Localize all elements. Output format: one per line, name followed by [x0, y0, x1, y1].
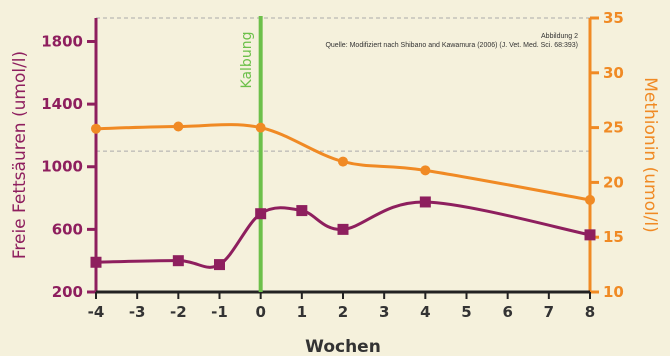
x-tick-label-6: 6: [502, 303, 512, 321]
y-right-tick-label-15: 15: [603, 228, 624, 246]
y-right-tick-label-25: 25: [603, 119, 624, 137]
point-ffa-x0: [255, 208, 267, 220]
x-tick-label-3: 3: [379, 303, 389, 321]
x-tick-label-0: 0: [255, 303, 265, 321]
reference-lines: [96, 17, 590, 152]
point-ffa-x4: [419, 196, 431, 208]
event-label: Kalbung: [239, 32, 255, 89]
x-tick-label--1: -1: [211, 303, 228, 321]
x-tick-label-2: 2: [338, 303, 348, 321]
point-methionin-x-4: [91, 123, 101, 134]
point-methionin-x0: [255, 122, 266, 133]
series: [90, 121, 596, 271]
point-methionin-x8: [585, 194, 595, 205]
point-methionin-x-2: [173, 121, 184, 132]
x-tick-label-4: 4: [420, 303, 430, 321]
y-left-tick-label-1000: 1000: [41, 158, 83, 176]
point-methionin-x2: [338, 156, 348, 167]
y-right-tick-label-30: 30: [603, 64, 624, 82]
y-right-axis-title: Methionin (umol/l): [640, 77, 660, 233]
point-ffa-x8: [584, 229, 596, 241]
y-left-tick-label-1400: 1400: [41, 95, 83, 113]
point-ffa-x-2: [172, 255, 184, 267]
point-ffa-x-4: [90, 256, 102, 268]
point-ffa-x2: [337, 223, 349, 235]
y-left-tick-label-200: 200: [52, 283, 83, 301]
x-tick-label--3: -3: [129, 303, 146, 321]
x-tick-label-7: 7: [544, 303, 554, 321]
y-left-tick-label-600: 600: [52, 220, 83, 238]
annotation-line-2: Quelle: Modifiziert nach Shibano and Kaw…: [325, 42, 578, 49]
x-axis-title: Wochen: [305, 337, 381, 356]
y-left-axis-title: Freie Fettsäuren (umol/l): [10, 51, 30, 259]
labels: Abbildung 2 Quelle: Modifiziert nach Shi…: [10, 32, 660, 356]
point-methionin-x4: [420, 165, 431, 176]
y-right-tick-label-10: 10: [603, 283, 624, 301]
x-tick-label-8: 8: [585, 303, 595, 321]
y-right-tick-label-35: 35: [603, 9, 624, 27]
x-tick-label--4: -4: [88, 303, 105, 321]
x-tick-label-5: 5: [461, 303, 471, 321]
annotation-line-1: Abbildung 2: [541, 33, 578, 40]
x-tick-label--2: -2: [170, 303, 187, 321]
point-ffa-x1: [296, 205, 308, 217]
y-right-tick-label-20: 20: [603, 173, 624, 191]
y-left-tick-label-1800: 1800: [41, 32, 83, 50]
point-ffa-x-1: [214, 259, 225, 271]
x-tick-label-1: 1: [297, 303, 307, 321]
